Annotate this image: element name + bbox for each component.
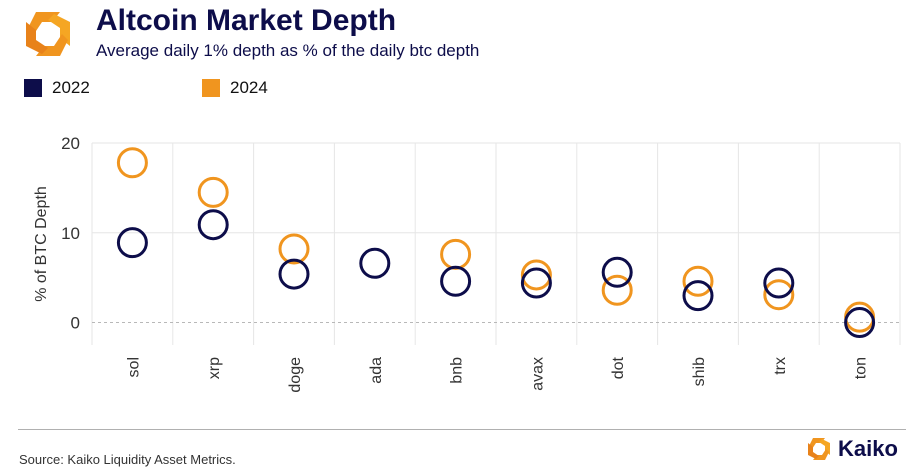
legend-item-2024: 2024 (202, 78, 268, 98)
point-2024-dot (601, 274, 633, 306)
x-tick-label-xrp: xrp (206, 357, 223, 379)
kaiko-logo-icon (808, 438, 830, 460)
point-2022-bnb (440, 265, 472, 297)
y-axis-label: % of BTC Depth (33, 186, 50, 302)
x-tick-label-dot: dot (610, 356, 627, 379)
x-tick-label-trx: trx (772, 357, 789, 375)
x-tick-label-bnb: bnb (449, 357, 466, 384)
x-tick-label-sol: sol (125, 357, 142, 377)
footer-divider (18, 429, 906, 430)
chart-subtitle: Average daily 1% depth as % of the daily… (96, 41, 480, 60)
point-2024-xrp (197, 176, 229, 208)
point-2024-bnb (440, 238, 472, 270)
source-note: Source: Kaiko Liquidity Asset Metrics. (19, 452, 236, 467)
point-2024-trx (763, 279, 795, 311)
legend-label-2024: 2024 (230, 78, 268, 97)
point-2022-sol (116, 227, 148, 259)
x-tick-label-shib: shib (691, 357, 708, 386)
point-2024-doge (278, 233, 310, 265)
legend-swatch-2024 (202, 79, 220, 97)
point-2022-dot (601, 256, 633, 288)
point-2022-ton (844, 307, 876, 339)
legend-item-2022: 2022 (24, 78, 90, 98)
chart-title: Altcoin Market Depth (96, 4, 397, 37)
brand-name: Kaiko (838, 436, 898, 461)
y-tick-label: 10 (61, 224, 80, 243)
point-2022-avax (520, 267, 552, 299)
x-tick-label-doge: doge (287, 357, 304, 393)
legend-swatch-2022 (24, 79, 42, 97)
point-2022-ada (359, 247, 391, 279)
scatter-chart: 0 10 20 % of BTC Depth sol xrp doge ada bnb avax d… (33, 134, 901, 393)
x-tick-label-ton: ton (853, 357, 870, 379)
kaiko-logo-icon (26, 12, 70, 56)
point-2022-xrp (197, 209, 229, 241)
brand: Kaiko (806, 436, 898, 462)
point-2024-shib (682, 265, 714, 297)
point-2022-doge (278, 258, 310, 290)
legend: 2022 2024 (24, 78, 424, 98)
x-tick-label-ada: ada (368, 357, 385, 384)
y-tick-label: 0 (71, 314, 80, 333)
point-2022-trx (763, 267, 795, 299)
x-tick-label-avax: avax (529, 357, 546, 391)
point-2024-sol (116, 147, 148, 179)
y-tick-label: 20 (61, 134, 80, 153)
point-2022-shib (682, 280, 714, 312)
legend-label-2022: 2022 (52, 78, 90, 97)
point-2024-avax (520, 259, 552, 291)
